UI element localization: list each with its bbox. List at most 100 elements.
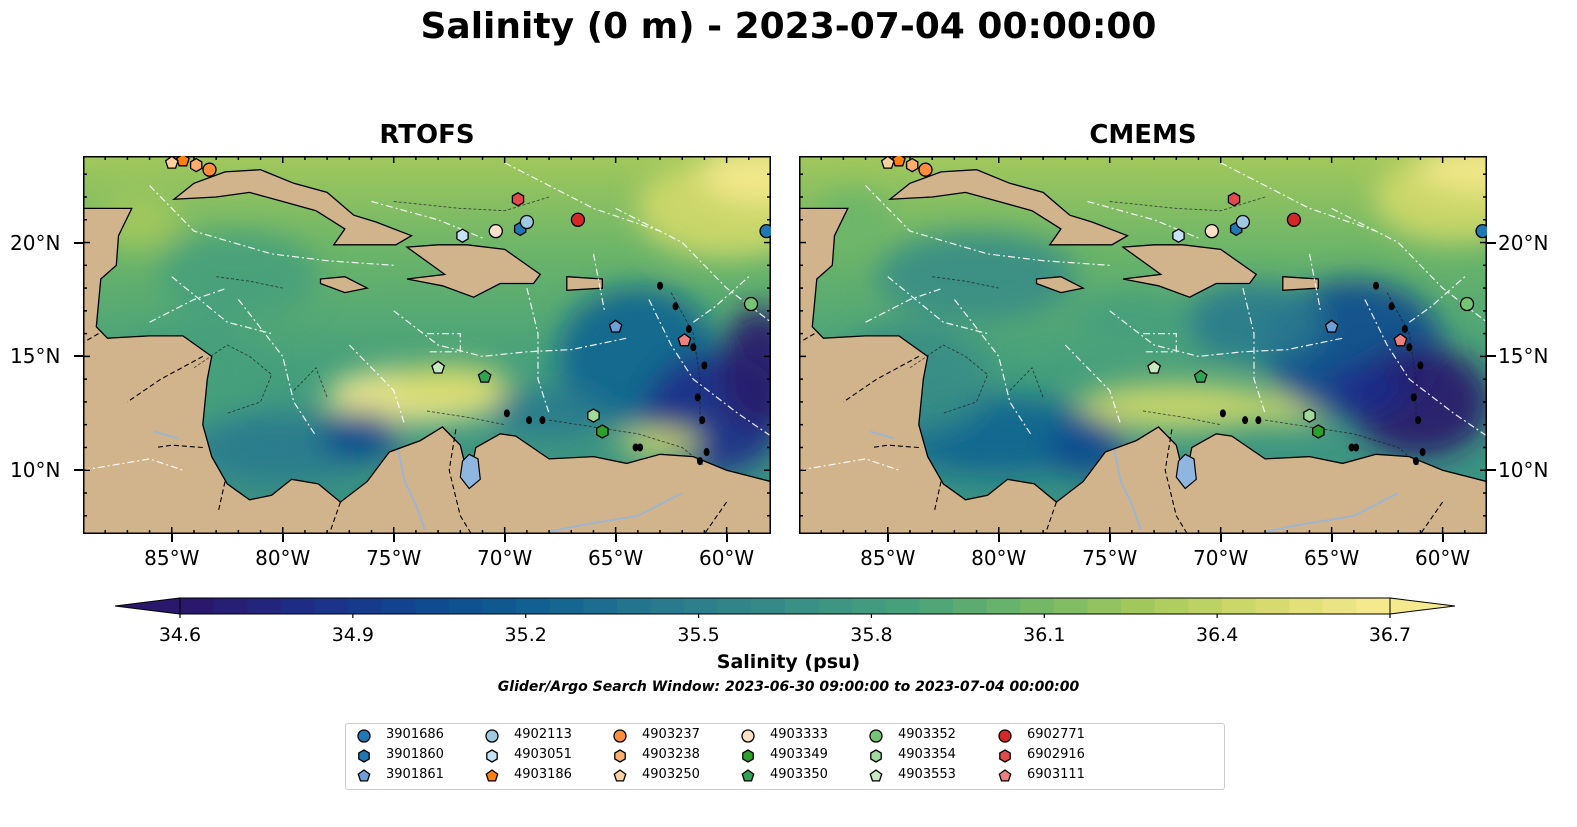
- lon-tick-label: 85°W: [860, 546, 916, 570]
- colorbar-tick-label: 35.8: [850, 624, 893, 646]
- colorbar-segment: [448, 598, 484, 614]
- float-marker-6902916: [1227, 192, 1241, 207]
- legend-label: 4903238: [642, 747, 700, 762]
- colorbar-segment: [1255, 598, 1290, 614]
- float-marker-4903051: [456, 228, 469, 243]
- colorbar: [115, 597, 1455, 618]
- lon-tick-label: 65°W: [1304, 546, 1360, 570]
- legend-marker-4903350: [741, 769, 755, 782]
- legend-marker-4903333: [741, 729, 755, 743]
- lat-tick-label-right: 20°N: [1498, 230, 1549, 255]
- colorbar-segment: [180, 598, 215, 614]
- colorbar-segment: [1087, 598, 1122, 614]
- colorbar-segment: [717, 598, 752, 614]
- legend-marker-6902916: [999, 749, 1011, 763]
- float-marker-4903350: [1193, 369, 1208, 383]
- colorbar-segment: [1053, 598, 1089, 614]
- colorbar-segment: [616, 598, 652, 614]
- colorbar-segment: [247, 598, 282, 614]
- colorbar-segment: [684, 598, 719, 614]
- bathymetry-contours: [909, 196, 1421, 467]
- colorbar-segment: [280, 598, 316, 614]
- map-panel-rtofs: [83, 156, 771, 534]
- colorbar-segment: [516, 598, 551, 614]
- map-panel-cmems: [799, 156, 1487, 534]
- float-marker-6903111: [1393, 333, 1408, 347]
- float-marker-4903352: [1459, 296, 1475, 312]
- colorbar-tick-label: 34.9: [331, 624, 374, 646]
- legend-marker-4903051: [486, 749, 498, 763]
- legend-label: 3901861: [386, 767, 444, 782]
- legend-label: 4903186: [514, 767, 572, 782]
- colorbar-segment: [919, 598, 954, 614]
- colorbar-tick-label: 36.4: [1195, 624, 1239, 646]
- float-marker-3901861: [608, 319, 623, 333]
- colorbar-segment: [1020, 598, 1055, 614]
- float-marker-4903237: [918, 162, 933, 177]
- legend-label: 4903051: [514, 747, 572, 762]
- legend-marker-4903250: [613, 769, 627, 782]
- lat-tick-label-left: 10°N: [10, 458, 61, 483]
- colorbar-segment: [314, 598, 349, 614]
- float-marker-3901861: [1324, 319, 1339, 333]
- colorbar-segment: [751, 598, 786, 614]
- colorbar-segment: [1121, 598, 1156, 614]
- legend-marker-4902113: [485, 729, 499, 743]
- colorbar-segment: [482, 598, 517, 614]
- float-marker-4903238: [189, 157, 203, 173]
- float-marker-4903349: [596, 424, 609, 439]
- colorbar-segment: [818, 598, 853, 614]
- lon-tick-label: 65°W: [588, 546, 644, 570]
- land: [83, 169, 771, 534]
- salinity-field: [98, 156, 771, 483]
- float-marker-4903237: [202, 162, 217, 177]
- lon-tick-label: 80°W: [971, 546, 1027, 570]
- map-svg-rtofs: [83, 156, 771, 534]
- colorbar-segment: [1356, 598, 1391, 614]
- legend-marker-4903238: [614, 749, 626, 763]
- float-marker-4903350: [477, 369, 492, 383]
- colorbar-segment: [885, 598, 921, 614]
- legend-label: 4903250: [642, 767, 700, 782]
- float-marker-3901686: [759, 223, 771, 239]
- lon-tick-label: 60°W: [698, 546, 755, 570]
- colorbar-segment: [1188, 598, 1223, 614]
- colorbar-segment: [785, 598, 820, 614]
- colorbar-segment: [852, 598, 887, 614]
- colorbar-tick-label: 36.1: [1023, 624, 1066, 646]
- lon-tick-label: 75°W: [1082, 546, 1138, 570]
- float-marker-4903352: [743, 296, 759, 312]
- legend-marker-3901860: [358, 749, 370, 763]
- lat-tick-label-left: 20°N: [10, 230, 61, 255]
- colorbar-segment: [1221, 598, 1257, 614]
- float-marker-6902916: [511, 192, 525, 207]
- colorbar-segment: [583, 598, 618, 614]
- legend-marker-6902771: [998, 729, 1012, 743]
- bathymetry-contours: [193, 196, 705, 467]
- legend-label: 4903352: [898, 727, 956, 742]
- float-marker-4903238: [905, 157, 919, 173]
- legend-label: 4903333: [770, 727, 828, 742]
- colorbar-segment: [1322, 598, 1357, 614]
- lon-tick-label: 70°W: [477, 546, 533, 570]
- legend-marker-4903186: [485, 769, 499, 782]
- float-marker-4903250: [164, 156, 179, 169]
- legend-marker-4903237: [613, 729, 627, 743]
- legend-marker-4903553: [869, 769, 883, 782]
- colorbar-segment: [381, 598, 416, 614]
- legend-label: 3901686: [386, 727, 444, 742]
- float-marker-4903333: [1204, 223, 1219, 239]
- legend-label: 4902113: [514, 727, 572, 742]
- legend-label: 4903553: [898, 767, 956, 782]
- float-marker-4903333: [488, 223, 503, 239]
- legend-marker-4903354: [870, 749, 882, 763]
- float-marker-4903354: [587, 408, 600, 423]
- float-legend: 3901686 3901860 3901861 4902113 4903051 49031…: [345, 723, 1225, 790]
- legend-marker-4903352: [869, 729, 883, 743]
- lon-tick-label: 80°W: [255, 546, 311, 570]
- float-marker-3901686: [1475, 223, 1487, 239]
- search-window-text: Glider/Argo Search Window: 2023-06-30 09…: [497, 679, 1080, 695]
- float-marker-4902113: [519, 214, 535, 230]
- float-marker-4903186: [175, 156, 190, 167]
- map-svg-cmems: [799, 156, 1487, 534]
